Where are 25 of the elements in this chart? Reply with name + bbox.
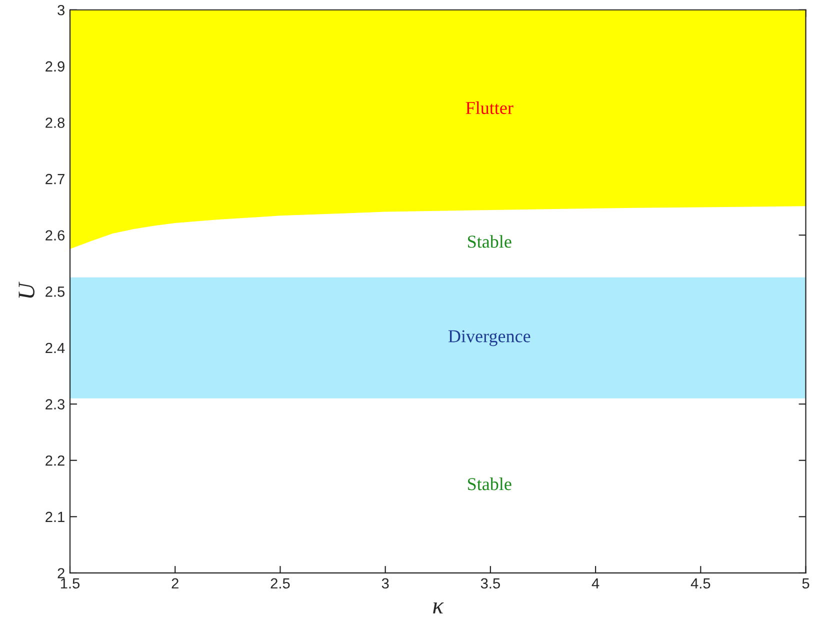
y-tick-label: 3 — [58, 4, 64, 16]
annotation: Stable — [468, 235, 512, 248]
x-tick-label: 2 — [172, 578, 178, 588]
y-tick-label: 2.7 — [46, 174, 64, 184]
x-tick-label: 4 — [592, 578, 600, 588]
x-tick-label: 3 — [382, 578, 389, 589]
y-tick-label: 2.6 — [46, 230, 64, 241]
y-tick-label: 2.9 — [46, 61, 64, 72]
annotation: Flutter — [466, 101, 514, 114]
annotation: Stable — [468, 478, 512, 490]
x-tick-label: 1.5 — [60, 578, 80, 589]
x-tick-label: 2.5 — [270, 578, 290, 589]
x-axis-title: κ — [433, 602, 444, 614]
y-tick-label: 2.1 — [46, 512, 64, 522]
y-tick-label: 2.4 — [46, 342, 65, 354]
x-tick-label: 5 — [802, 578, 810, 589]
x-tick-label: 3.5 — [480, 578, 500, 589]
x-tick-label: 4.5 — [690, 578, 710, 589]
y-tick-label: 2.8 — [46, 118, 65, 128]
y-tick-label: 2 — [58, 568, 64, 578]
y-axis-title: U — [18, 282, 35, 298]
y-tick-label: 2.2 — [46, 455, 64, 466]
y-tick-label: 2.5 — [46, 286, 65, 297]
y-tick-label: 2.3 — [46, 399, 64, 410]
annotation: Divergence — [448, 330, 530, 346]
